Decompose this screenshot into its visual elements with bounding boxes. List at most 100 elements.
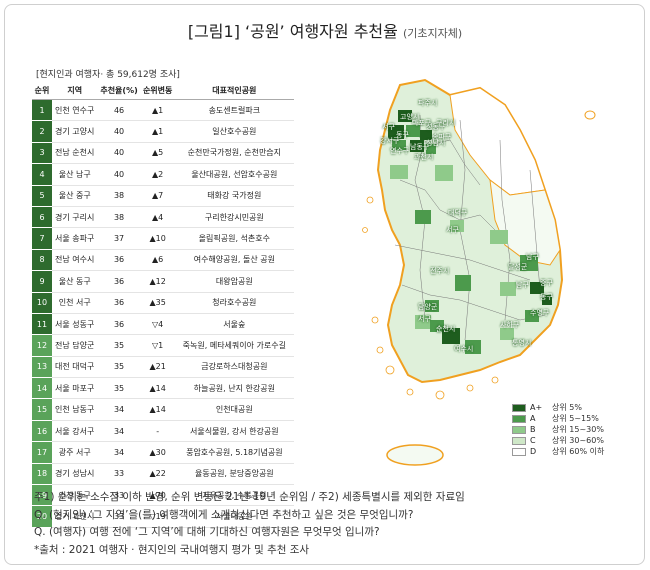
- region-cell: 인천 동구: [52, 484, 98, 507]
- park-cell: 구리한강시민공원: [174, 206, 294, 229]
- table-row: 5 울산 중구 38 ▲7 태화강 국가정원: [32, 185, 294, 207]
- change-cell: ▲4: [140, 206, 175, 229]
- map-region-label: 여수시: [454, 345, 474, 353]
- ulleung-island: [584, 110, 596, 120]
- legend-grade: D: [530, 447, 537, 456]
- table-row: 10 인천 서구 36 ▲35 청라호수공원: [32, 292, 294, 314]
- region-cell: 경기 고양시: [52, 120, 98, 143]
- change-cell: ▲30: [140, 441, 175, 464]
- table-body: 1 인천 연수구 46 ▲1 송도센트럴파크 2 경기 고양시 40 ▲1 일산호수공원 3 전남 순…: [32, 99, 294, 528]
- legend-grade: A+: [530, 403, 543, 412]
- change-cell: ▲10: [140, 227, 175, 250]
- rank-cell: 20: [32, 505, 52, 528]
- footnote-2: Q. (현지인) ‘그 지역’을(를) 여행객에게 소개하신다면 추천하고 싶은…: [34, 508, 414, 521]
- rate-cell: 34: [97, 398, 141, 421]
- change-cell: ▽1: [140, 334, 175, 357]
- legend-swatch: [512, 414, 526, 423]
- rank-cell: 18: [32, 463, 52, 486]
- change-cell: -: [140, 420, 175, 443]
- rank-cell: 5: [32, 185, 52, 207]
- region-cell: 경기 구리시: [52, 206, 98, 229]
- rate-cell: 36: [97, 313, 141, 336]
- change-cell: ▲14: [140, 398, 175, 421]
- legend-grade: A: [530, 414, 536, 423]
- rate-cell: 36: [97, 249, 141, 272]
- table-row: 19 인천 동구 33 ▲70 자유공원, 수봉공원: [32, 484, 294, 507]
- rank-cell: 12: [32, 334, 52, 357]
- rate-cell: 34: [97, 441, 141, 464]
- park-cell: 올림픽공원, 석촌호수: [174, 227, 294, 250]
- legend-swatch: [512, 447, 526, 456]
- legend-item: A 상위 5~15%: [512, 413, 632, 424]
- rate-cell: 33: [97, 463, 141, 486]
- rank-cell: 9: [32, 270, 52, 293]
- rate-cell: 38: [97, 206, 141, 229]
- korea-map-svg: [362, 78, 596, 466]
- table-row: 11 서울 성동구 36 ▽4 서울숲: [32, 313, 294, 336]
- park-cell: 여수해양공원, 돌산 공원: [174, 249, 294, 272]
- legend-grade: B: [530, 425, 536, 434]
- change-cell: ▲70: [140, 484, 175, 507]
- change-cell: ▽19: [140, 505, 175, 528]
- legend-swatch: [512, 425, 526, 434]
- park-cell: 대왕암공원: [174, 270, 294, 293]
- change-cell: ▲7: [140, 185, 175, 207]
- header-rank: 순위: [32, 82, 52, 100]
- rank-cell: 1: [32, 99, 52, 122]
- map-region-label: 달성군: [508, 263, 528, 271]
- region-cell: 인천 남동구: [52, 398, 98, 421]
- legend-description: 상위 5~15%: [552, 414, 599, 423]
- rank-cell: 6: [32, 206, 52, 229]
- ranking-table: 순위 지역 추천율(%) 순위변동 대표적인공원 1 인천 연수구 46 ▲1 송도센트…: [32, 82, 294, 528]
- map-legend: A+ 상위 5% A 상위 5~15% B 상위 15~30% C 상위 30~60% D 상위 …: [512, 402, 632, 457]
- rate-cell: 35: [97, 356, 141, 379]
- change-cell: ▽4: [140, 313, 175, 336]
- legend-item: A+ 상위 5%: [512, 402, 632, 413]
- map-region-label: 과천시: [414, 153, 434, 161]
- map-region-label: 파주시: [418, 99, 438, 107]
- region-cell: 전남 담양군: [52, 334, 98, 357]
- park-cell: 일산호수공원: [174, 120, 294, 143]
- rank-cell: 11: [32, 313, 52, 336]
- park-cell: 서울숲: [174, 313, 294, 336]
- rank-cell: 8: [32, 249, 52, 272]
- park-cell: 서울식물원, 강서 한강공원: [174, 420, 294, 443]
- region-cell: 전남 순천시: [52, 142, 98, 165]
- table-row: 1 인천 연수구 46 ▲1 송도센트럴파크: [32, 99, 294, 122]
- park-cell: 청라호수공원: [174, 292, 294, 314]
- change-cell: ▲35: [140, 292, 175, 314]
- korea-map: 파주시 고양시 서구 동구 마포구 성동구 강서구 송파구 남동구 성남시 연수구 과천시 구리시 대덕구…: [330, 70, 620, 490]
- legend-swatch: [512, 436, 526, 445]
- header-change: 순위변동: [140, 82, 175, 100]
- rate-cell: 40: [97, 120, 141, 143]
- park-cell: 태화강 국가정원: [174, 185, 294, 207]
- legend-swatch: [512, 403, 526, 412]
- rank-cell: 17: [32, 441, 52, 464]
- region-cell: 광주 서구: [52, 441, 98, 464]
- change-cell: ▲1: [140, 99, 175, 122]
- small-islands: [362, 196, 499, 400]
- region-cell: 전남 여수시: [52, 249, 98, 272]
- region-cell: 울산 남구: [52, 163, 98, 186]
- map-region-label: 전주시: [430, 267, 450, 275]
- table-row: 8 전남 여수시 36 ▲6 여수해양공원, 돌산 공원: [32, 249, 294, 272]
- rate-cell: 38: [97, 185, 141, 207]
- change-cell: ▲5: [140, 142, 175, 165]
- region-cell: 경기 성남시: [52, 463, 98, 486]
- rank-cell: 2: [32, 120, 52, 143]
- change-cell: ▲2: [140, 163, 175, 186]
- legend-description: 상위 15~30%: [552, 425, 604, 434]
- rank-cell: 14: [32, 377, 52, 400]
- survey-note: [현지인과 여행자· 총 59,612명 조사]: [36, 70, 180, 80]
- jeju-island: [386, 444, 444, 466]
- table-row: 13 대전 대덕구 35 ▲21 금강로하스대청공원: [32, 356, 294, 379]
- change-cell: ▲12: [140, 270, 175, 293]
- district-patches: [388, 110, 552, 354]
- region-cell: 울산 동구: [52, 270, 98, 293]
- map-region-label: 서구: [382, 123, 395, 131]
- map-region-label: 고양시: [400, 113, 420, 121]
- park-cell: 풍암호수공원, 5.18기념공원: [174, 441, 294, 464]
- rate-cell: 36: [97, 270, 141, 293]
- map-region-label: 사하구: [500, 321, 520, 329]
- park-cell: 송도센트럴파크: [174, 99, 294, 122]
